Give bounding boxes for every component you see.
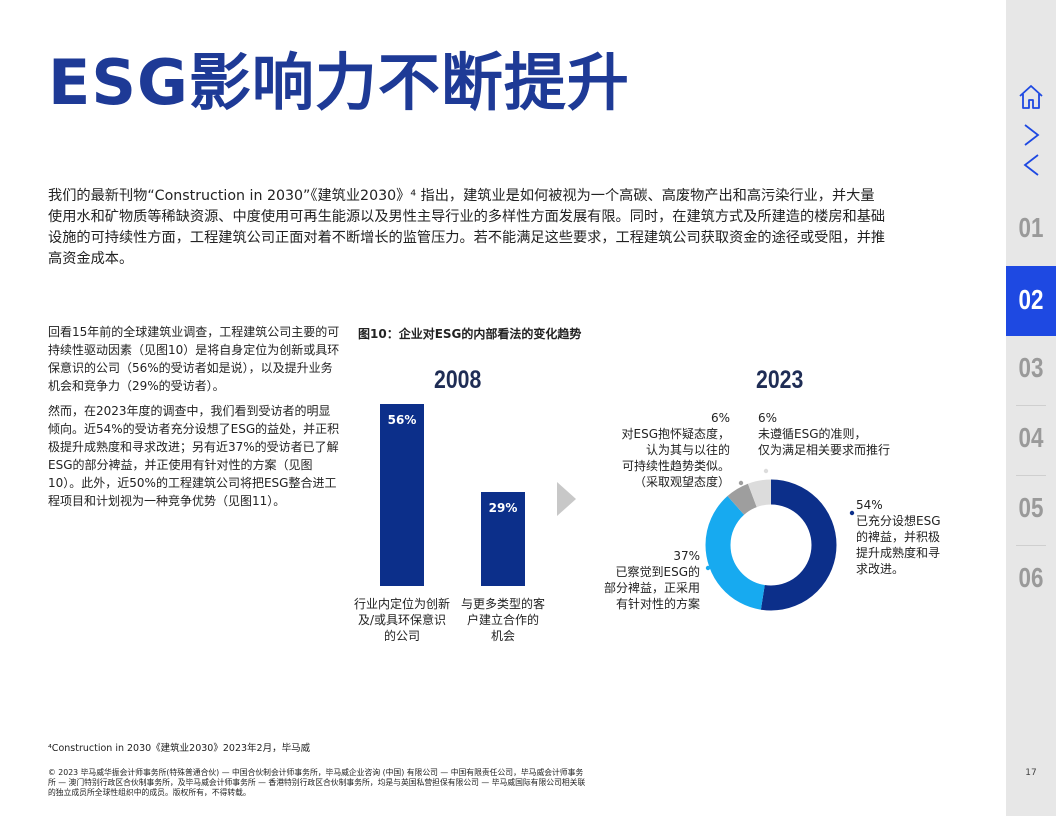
- donut-text-line: 提升成熟度和寻: [856, 546, 941, 560]
- nav-divider: [1016, 475, 1046, 476]
- intro-paragraph: 我们的最新刊物“Construction in 2030”《建筑业2030》⁴ …: [48, 188, 886, 267]
- page-number: 17: [1025, 768, 1037, 778]
- donut-text-line: 的裨益，并积极: [856, 530, 941, 544]
- leader-dot: [849, 510, 855, 516]
- bar-value-label: 29%: [488, 500, 518, 515]
- home-icon[interactable]: [1014, 82, 1048, 112]
- prev-arrow-icon[interactable]: [1014, 150, 1048, 180]
- leader-dot: [738, 480, 744, 486]
- donut-chart-year-title: 2023: [756, 366, 804, 394]
- bar-category-label: 与更多类型的客 户建立合作的 机会: [453, 596, 553, 644]
- next-arrow-icon[interactable]: [1014, 120, 1048, 150]
- donut-text-line: 可持续性趋势类似。: [621, 459, 730, 473]
- donut-slice-2: [705, 479, 837, 611]
- donut-text-line: 求改进。: [856, 562, 905, 576]
- donut-slice-3: [705, 479, 837, 611]
- figure-title: 图10：企业对ESG的内部看法的变化趋势: [358, 327, 582, 341]
- donut-value-label: 54%: [856, 498, 883, 512]
- bar-category-line: 及/或具环保意识: [357, 613, 447, 627]
- body-paragraph: 然而，在2023年度的调查中，我们看到受访者的明显倾向。近54%的受访者充分设想…: [48, 404, 340, 508]
- bar-category-line: 行业内定位为创新: [353, 597, 450, 611]
- bar-category-line: 与更多类型的客: [460, 597, 545, 611]
- donut-text-line: 已察觉到ESG的: [615, 565, 701, 579]
- donut-label-37: 37% 已察觉到ESG的 部分裨益，正采用 有针对性的方案: [592, 548, 700, 612]
- donut-value-label: 6%: [710, 411, 730, 425]
- bar-category-label: 行业内定位为创新 及/或具环保意识 的公司: [352, 596, 452, 644]
- transition-arrow-icon: [557, 482, 576, 516]
- donut-text-line: 认为其与以往的: [645, 443, 730, 457]
- bar-category-line: 的公司: [383, 629, 420, 643]
- donut-value-label: 37%: [673, 549, 700, 563]
- footnote: ⁴Construction in 2030《建筑业2030》2023年2月，毕马…: [48, 743, 311, 754]
- nav-divider: [1016, 545, 1046, 546]
- donut-text-line: 仅为满足相关要求而推行: [758, 443, 891, 457]
- donut-slice-1: [705, 479, 837, 611]
- sidebar-nav: [1006, 0, 1056, 816]
- nav-active-highlight: [1006, 266, 1056, 336]
- bar-chart-year-title: 2008: [434, 366, 482, 394]
- donut-text-line: 已充分设想ESG: [856, 514, 941, 528]
- body-paragraph: 回看15年前的全球建筑业调查，工程建筑公司主要的可持续性驱动因素（见图10）是将…: [48, 325, 340, 393]
- nav-section-04[interactable]: 04: [1018, 422, 1044, 453]
- donut-text-line: 有针对性的方案: [615, 597, 700, 611]
- donut-text-line: 对ESG抱怀疑态度，: [621, 427, 731, 441]
- donut-slice-4: [705, 479, 837, 611]
- nav-section-01[interactable]: 01: [1018, 212, 1044, 243]
- donut-label-6-noncompliant: 6% 未遵循ESG的准则， 仅为满足相关要求而推行: [758, 410, 890, 458]
- bar-2: [481, 491, 525, 586]
- nav-divider: [1016, 405, 1046, 406]
- donut-text-line: 部分裨益，正采用: [603, 581, 700, 595]
- leader-dot: [763, 468, 769, 474]
- copyright-notice: © 2023 毕马威华振会计师事务所(特殊普通合伙) — 中国合伙制会计师事务所…: [48, 768, 586, 797]
- nav-section-05[interactable]: 05: [1018, 492, 1044, 523]
- bar-category-line: 机会: [490, 629, 515, 643]
- donut-value-label: 6%: [758, 411, 778, 425]
- nav-section-02[interactable]: 02: [1018, 284, 1044, 315]
- donut-label-54: 54% 已充分设想ESG 的裨益，并积极 提升成熟度和寻 求改进。: [856, 497, 941, 577]
- nav-section-06[interactable]: 06: [1018, 562, 1044, 593]
- page-title: ESG影响力不断提升: [48, 46, 630, 119]
- bar-1: [380, 404, 424, 586]
- donut-text-line: （采取观望态度）: [633, 475, 730, 489]
- bar-value-label: 56%: [387, 413, 417, 427]
- donut-label-6-skeptical: 6% 对ESG抱怀疑态度， 认为其与以往的 可持续性趋势类似。 （采取观望态度）: [590, 410, 731, 490]
- bar-category-line: 户建立合作的: [466, 613, 539, 627]
- nav-section-03[interactable]: 03: [1018, 352, 1044, 383]
- leader-dot: [705, 565, 711, 571]
- donut-text-line: 未遵循ESG的准则，: [758, 427, 867, 441]
- body-text: 回看15年前的全球建筑业调查，工程建筑公司主要的可持续性驱动因素（见图10）是将…: [48, 323, 340, 517]
